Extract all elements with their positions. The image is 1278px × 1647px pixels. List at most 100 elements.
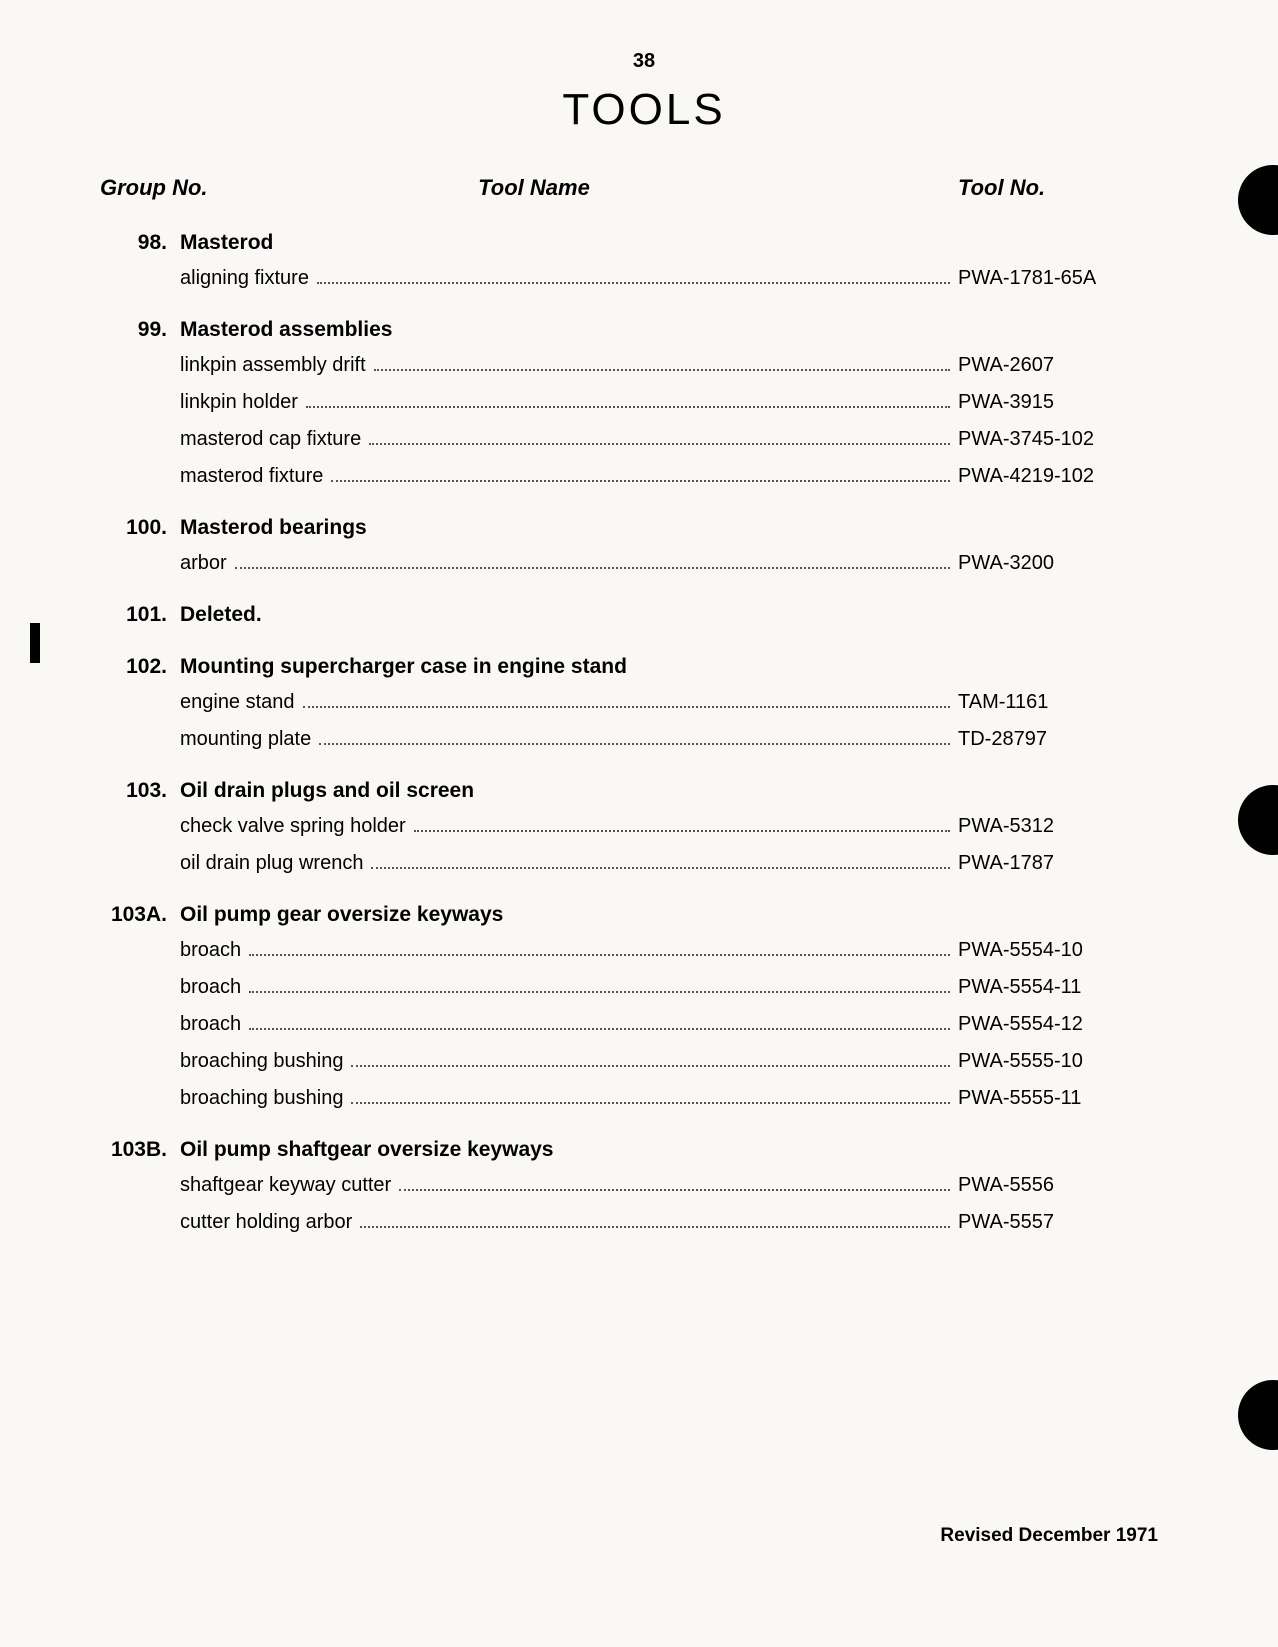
tool-row: check valve spring holder PWA-5312 xyxy=(100,815,1188,838)
tool-name: oil drain plug wrench xyxy=(180,852,371,875)
leader-dots xyxy=(351,1065,950,1067)
tool-name: shaftgear keyway cutter xyxy=(180,1174,399,1197)
tool-number: PWA-3745-102 xyxy=(958,428,1188,451)
group-number: 98. xyxy=(100,231,180,255)
tool-name: arbor xyxy=(180,552,235,575)
revision-bar-icon xyxy=(30,623,40,663)
page-title: TOOLS xyxy=(100,85,1188,135)
tool-number: PWA-4219-102 xyxy=(958,465,1188,488)
column-headers: Group No. Tool Name Tool No. xyxy=(100,175,1188,201)
tool-number: PWA-3915 xyxy=(958,391,1188,414)
tool-name: engine stand xyxy=(180,691,303,714)
header-tool-no: Tool No. xyxy=(958,175,1188,201)
tool-name: broach xyxy=(180,976,249,999)
group-title: Masterod bearings xyxy=(180,516,1188,540)
group-header: 103B.Oil pump shaftgear oversize keyways xyxy=(100,1138,1188,1162)
page-container: 38 TOOLS Group No. Tool Name Tool No. 98… xyxy=(0,0,1278,1647)
group-header: 100.Masterod bearings xyxy=(100,516,1188,540)
group-number: 102. xyxy=(100,655,180,679)
tool-name: broaching bushing xyxy=(180,1087,351,1110)
group-header: 103.Oil drain plugs and oil screen xyxy=(100,779,1188,803)
tool-row: broach PWA-5554-11 xyxy=(100,976,1188,999)
group-number: 103A. xyxy=(100,903,180,927)
group-title: Oil pump shaftgear oversize keyways xyxy=(180,1138,1188,1162)
tool-number: PWA-1781-65A xyxy=(958,267,1188,290)
tool-name: check valve spring holder xyxy=(180,815,414,838)
tool-row: broach PWA-5554-10 xyxy=(100,939,1188,962)
tool-number: PWA-5554-12 xyxy=(958,1013,1188,1036)
tool-group: 103.Oil drain plugs and oil screen check … xyxy=(100,779,1188,875)
tool-number: PWA-2607 xyxy=(958,354,1188,377)
tool-number: PWA-5554-11 xyxy=(958,976,1188,999)
leader-dots xyxy=(351,1102,950,1104)
group-number: 99. xyxy=(100,318,180,342)
tool-number: PWA-1787 xyxy=(958,852,1188,875)
groups-container: 98.Masterodaligning fixturePWA-1781-65A9… xyxy=(100,231,1188,1234)
binder-hole-icon xyxy=(1238,785,1278,855)
tool-number: PWA-5557 xyxy=(958,1211,1188,1234)
tool-number: TAM-1161 xyxy=(958,691,1188,714)
tool-name: masterod cap fixture xyxy=(180,428,369,451)
tool-row: linkpin holder PWA-3915 xyxy=(100,391,1188,414)
leader-dots xyxy=(399,1189,950,1191)
group-header: 99.Masterod assemblies xyxy=(100,318,1188,342)
group-title: Mounting supercharger case in engine sta… xyxy=(180,655,1188,679)
tool-group: 102.Mounting supercharger case in engine… xyxy=(100,655,1188,751)
revision-date: Revised December 1971 xyxy=(940,1525,1158,1547)
group-title: Oil pump gear oversize keyways xyxy=(180,903,1188,927)
header-group-no: Group No. xyxy=(100,175,250,201)
leader-dots xyxy=(374,369,950,371)
leader-dots xyxy=(317,282,950,284)
tool-row: cutter holding arbor PWA-5557 xyxy=(100,1211,1188,1234)
group-header: 103A.Oil pump gear oversize keyways xyxy=(100,903,1188,927)
group-title: Deleted. xyxy=(180,603,1188,627)
tool-row: shaftgear keyway cutter PWA-5556 xyxy=(100,1174,1188,1197)
leader-dots xyxy=(306,406,950,408)
tool-row: mounting plateTD-28797 xyxy=(100,728,1188,751)
tool-row: arbor PWA-3200 xyxy=(100,552,1188,575)
leader-dots xyxy=(249,991,950,993)
leader-dots xyxy=(369,443,950,445)
tool-number: PWA-5556 xyxy=(958,1174,1188,1197)
leader-dots xyxy=(303,706,950,708)
leader-dots xyxy=(414,830,950,832)
tool-number: PWA-5555-10 xyxy=(958,1050,1188,1073)
leader-dots xyxy=(235,567,950,569)
tool-number: PWA-3200 xyxy=(958,552,1188,575)
group-title: Masterod assemblies xyxy=(180,318,1188,342)
binder-hole-icon xyxy=(1238,165,1278,235)
group-header: 98.Masterod xyxy=(100,231,1188,255)
tool-name: masterod fixture xyxy=(180,465,331,488)
group-header: 102.Mounting supercharger case in engine… xyxy=(100,655,1188,679)
tool-name: aligning fixture xyxy=(180,267,317,290)
tool-row: engine stand TAM-1161 xyxy=(100,691,1188,714)
tool-group: 98.Masterod aligning fixture PWA-1781-65A xyxy=(100,231,1188,290)
tool-group: 101.Deleted. xyxy=(100,603,1188,627)
tool-name: broach xyxy=(180,939,249,962)
group-number: 103. xyxy=(100,779,180,803)
leader-dots xyxy=(249,954,950,956)
tool-name: cutter holding arbor xyxy=(180,1211,360,1234)
leader-dots xyxy=(331,480,950,482)
tool-row: masterod cap fixture PWA-3745-102 xyxy=(100,428,1188,451)
tool-number: PWA-5312 xyxy=(958,815,1188,838)
leader-dots xyxy=(371,867,950,869)
group-number: 101. xyxy=(100,603,180,627)
tool-number: PWA-5554-10 xyxy=(958,939,1188,962)
group-title: Masterod xyxy=(180,231,1188,255)
tool-row: aligning fixture PWA-1781-65A xyxy=(100,267,1188,290)
tool-group: 103A.Oil pump gear oversize keyways broac… xyxy=(100,903,1188,1110)
group-number: 103B. xyxy=(100,1138,180,1162)
tool-name: broaching bushing xyxy=(180,1050,351,1073)
tool-row: broaching bushing PWA-5555-10 xyxy=(100,1050,1188,1073)
header-tool-name: Tool Name xyxy=(250,175,958,201)
tool-row: oil drain plug wrench PWA-1787 xyxy=(100,852,1188,875)
tool-group: 103B.Oil pump shaftgear oversize keyways… xyxy=(100,1138,1188,1234)
group-title: Oil drain plugs and oil screen xyxy=(180,779,1188,803)
tool-name: linkpin assembly drift xyxy=(180,354,374,377)
page-number: 38 xyxy=(100,50,1188,73)
tool-group: 99.Masterod assemblies linkpin assembly d… xyxy=(100,318,1188,488)
tool-row: broaching bushingPWA-5555-11 xyxy=(100,1087,1188,1110)
tool-row: masterod fixture PWA-4219-102 xyxy=(100,465,1188,488)
tool-name: linkpin holder xyxy=(180,391,306,414)
